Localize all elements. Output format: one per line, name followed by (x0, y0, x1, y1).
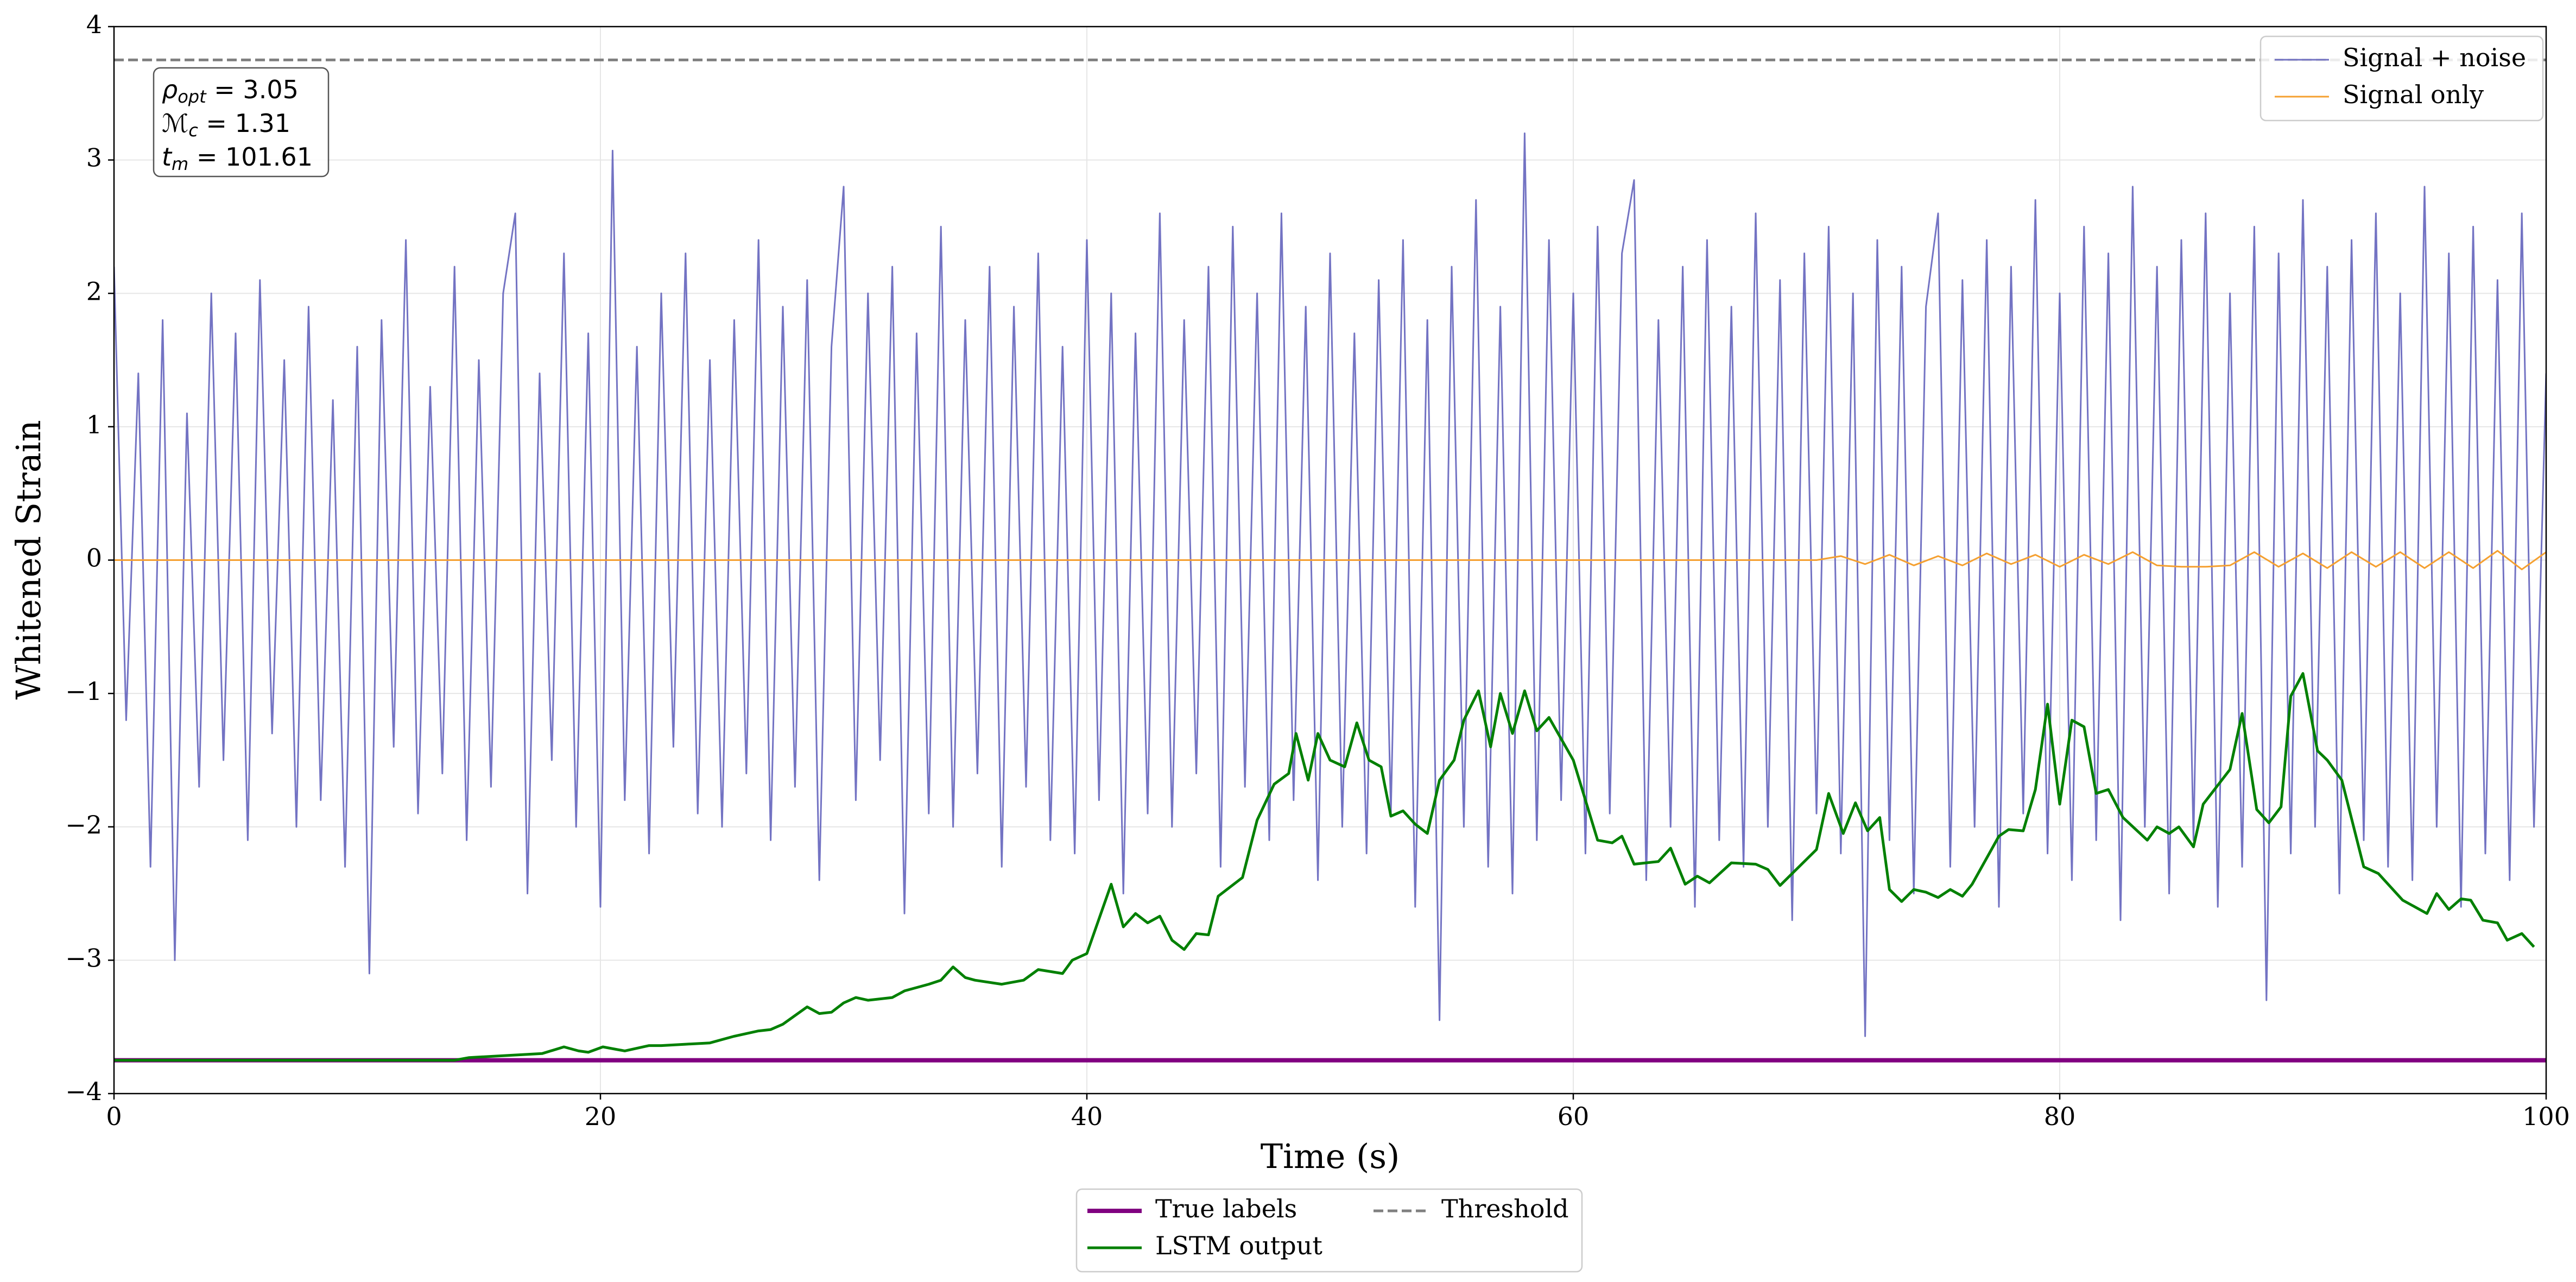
annotation-text: ℳc = 1.31 (162, 109, 290, 141)
annotation-value: = 101.61 (188, 142, 313, 172)
plot-frame (113, 26, 2547, 1095)
annotation-subscript: opt (178, 86, 207, 107)
y-tick-label: −3 (65, 943, 102, 972)
y-axis-label: Whitened Strain (9, 420, 48, 700)
x-tick-label: 100 (2522, 1102, 2570, 1131)
y-tick-label: −1 (65, 677, 102, 706)
x-tick-label: 20 (585, 1102, 617, 1131)
annotation-value: = 3.05 (206, 75, 299, 104)
legend-box (1075, 1188, 1583, 1273)
y-tick-label: 0 (86, 544, 102, 573)
annotation-value: = 1.31 (198, 109, 290, 138)
series-line (114, 132, 2546, 1037)
series-line (114, 672, 2535, 1062)
legend-label: LSTM output (1155, 1231, 1322, 1260)
annotation-subscript: c (188, 120, 198, 141)
x-tick-label: 0 (106, 1102, 122, 1131)
y-tick-label: 4 (86, 10, 102, 39)
annotation-symbol: ℳ (162, 109, 188, 138)
x-tick-label: 80 (2044, 1102, 2076, 1131)
annotation-box (153, 67, 330, 178)
legend-label: Signal only (2343, 80, 2484, 109)
annotation-text: tm = 101.61 (162, 142, 313, 175)
legend-label: True labels (1155, 1194, 1297, 1223)
annotation-subscript: m (172, 154, 188, 174)
annotation-symbol: ρ (162, 75, 178, 104)
annotation-text: ρopt = 3.05 (162, 75, 299, 108)
annotation-symbol: t (162, 142, 173, 172)
legend-box (2259, 35, 2544, 122)
legend-label: Signal + noise (2343, 43, 2526, 72)
legend-label: Threshold (1441, 1194, 1569, 1223)
y-tick-label: 2 (86, 276, 102, 306)
x-tick-label: 40 (1071, 1102, 1103, 1131)
y-tick-label: −2 (65, 810, 102, 839)
y-tick-label: −4 (65, 1077, 102, 1106)
x-axis-label: Time (s) (1261, 1136, 1400, 1176)
x-tick-label: 60 (1558, 1102, 1590, 1131)
series-line (114, 550, 2546, 571)
y-tick-label: 3 (86, 143, 102, 173)
y-tick-label: 1 (86, 410, 102, 439)
